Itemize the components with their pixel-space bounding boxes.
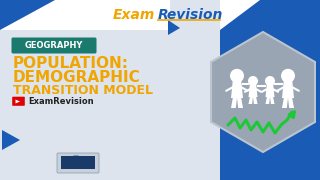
- FancyBboxPatch shape: [61, 156, 95, 169]
- Polygon shape: [211, 32, 315, 152]
- Polygon shape: [266, 97, 270, 104]
- Text: 💬: 💬: [83, 161, 87, 167]
- Polygon shape: [270, 0, 320, 30]
- FancyBboxPatch shape: [57, 153, 99, 173]
- Circle shape: [230, 69, 244, 83]
- FancyBboxPatch shape: [12, 97, 25, 106]
- Text: TRANSITION MODEL: TRANSITION MODEL: [13, 84, 153, 98]
- Text: POPULATION:: POPULATION:: [13, 55, 129, 71]
- Text: ExamRevision: ExamRevision: [28, 96, 94, 105]
- Polygon shape: [15, 100, 20, 103]
- Polygon shape: [2, 130, 20, 150]
- Polygon shape: [253, 97, 258, 104]
- Polygon shape: [170, 0, 220, 30]
- Polygon shape: [168, 20, 180, 35]
- Polygon shape: [0, 0, 55, 30]
- Text: GEOGRAPHY: GEOGRAPHY: [25, 41, 83, 50]
- Circle shape: [248, 76, 258, 86]
- Polygon shape: [266, 84, 275, 97]
- Polygon shape: [220, 0, 320, 180]
- Text: DEMOGRAPHIC: DEMOGRAPHIC: [13, 69, 141, 84]
- Polygon shape: [288, 98, 294, 108]
- Polygon shape: [282, 80, 294, 98]
- Polygon shape: [270, 97, 275, 104]
- Text: Exam: Exam: [113, 8, 155, 22]
- Polygon shape: [0, 0, 320, 30]
- Polygon shape: [237, 98, 243, 108]
- Text: 💬: 💬: [72, 153, 78, 163]
- Polygon shape: [231, 98, 237, 108]
- Polygon shape: [282, 98, 288, 108]
- FancyBboxPatch shape: [12, 37, 97, 53]
- Polygon shape: [249, 97, 253, 104]
- Polygon shape: [249, 84, 258, 97]
- Circle shape: [281, 69, 295, 83]
- Polygon shape: [231, 80, 243, 98]
- Circle shape: [265, 76, 275, 86]
- Text: Revision: Revision: [158, 8, 223, 22]
